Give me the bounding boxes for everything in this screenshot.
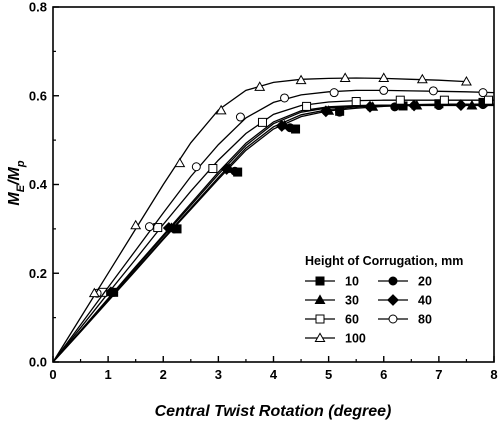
y-tick-label: 0.4 [29,177,48,192]
series-80 [52,85,495,363]
data-point [395,95,405,105]
data-point [88,287,100,298]
series-60 [52,95,494,363]
legend: Height of Corrugation, mm 10 20 30 40 60 80 10… [305,254,463,346]
plot-frame [52,6,495,363]
data-point [379,85,389,95]
legend-entry: 60 [305,313,359,327]
legend-label: 10 [345,275,359,289]
data-point [220,163,233,175]
data-point [428,86,438,96]
legend-label: 30 [345,294,359,308]
legend-label: 20 [418,275,432,289]
data-point [208,164,218,174]
series-layer [52,72,495,363]
data-point [144,222,154,232]
legend-entry: 30 [305,294,359,308]
y-tick-label: 0.0 [29,355,47,370]
legend-marker [388,276,398,286]
data-point [191,162,201,172]
x-tick-label: 0 [49,367,56,382]
data-point [104,286,117,299]
legend-entry: 20 [378,275,432,289]
legend-marker [314,332,326,342]
data-point [460,75,472,86]
data-point [455,99,467,111]
data-point [439,95,449,105]
x-tick-label: 2 [160,367,167,382]
axes [52,6,495,363]
data-point [275,120,288,132]
data-point [483,95,493,105]
data-point [174,157,186,168]
x-tick-label: 6 [380,367,387,382]
data-point [295,74,307,85]
data-point [335,107,345,117]
legend-marker [388,314,398,324]
legend-entry: 10 [305,275,359,289]
data-point [408,99,420,112]
ticks: 0 1 2 3 4 5 6 7 8 0.0 0.2 0.4 0.6 0.8 [29,0,498,382]
legend-marker [387,294,399,306]
legend-label: 100 [345,332,366,346]
x-tick-label: 5 [325,367,332,382]
series-100 [52,72,472,363]
x-tick-label: 3 [215,367,222,382]
legend-label: 40 [418,294,432,308]
data-point [130,219,142,230]
legend-label: 80 [418,313,432,327]
data-point [257,117,267,127]
legend-entry: 80 [378,313,432,327]
data-point [416,73,428,84]
legend-entry: 40 [378,294,432,308]
x-tick-label: 4 [270,367,278,382]
y-axis-title-part: E [15,184,27,192]
data-point [319,105,332,118]
y-axis-title-part: M [6,192,23,206]
series-line [52,89,495,363]
x-tick-label: 7 [435,367,442,382]
y-tick-label: 0.8 [29,0,47,15]
x-tick-label: 1 [105,367,112,382]
data-point [302,101,312,111]
series-40 [52,99,494,363]
x-tick-label: 8 [490,367,497,382]
y-axis-title: ME/Mp [6,160,27,205]
legend-label: 60 [345,313,359,327]
y-tick-label: 0.2 [29,266,47,281]
legend-marker [315,276,325,286]
y-axis-title-part: p [15,160,27,168]
x-axis-title: Central Twist Rotation (degree) [155,403,392,420]
legend-title: Height of Corrugation, mm [305,254,463,268]
data-point [364,100,376,113]
legend-marker [314,294,326,304]
legend-entry: 100 [305,332,366,346]
data-point [215,104,227,115]
series-line [52,104,494,363]
series-line [52,99,494,363]
y-axis-title-part: /M [6,166,23,185]
data-point [378,72,390,82]
data-point [339,72,351,82]
data-point [235,112,245,122]
data-point [478,88,488,98]
data-point [351,97,361,107]
y-tick-label: 0.6 [29,88,47,103]
data-point [329,88,339,98]
data-point [280,93,290,103]
data-point [254,81,266,91]
legend-marker [315,314,325,324]
data-point [162,222,175,234]
